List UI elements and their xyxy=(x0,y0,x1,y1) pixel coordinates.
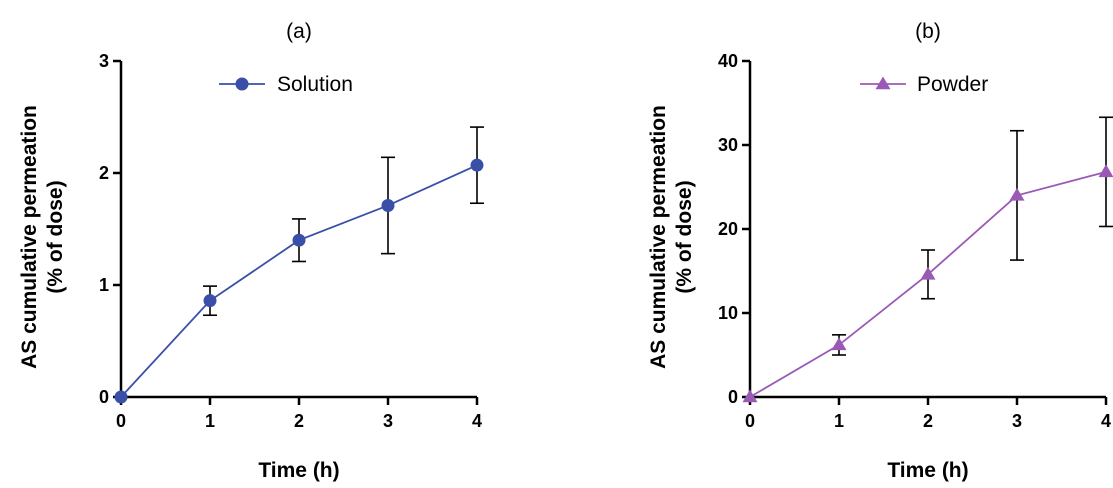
x-tick-label: 0 xyxy=(745,411,755,431)
x-tick-label: 2 xyxy=(923,411,933,431)
x-tick-label: 3 xyxy=(383,411,393,431)
series-line xyxy=(120,164,478,398)
x-axis-title: Time (h) xyxy=(258,459,339,482)
data-point xyxy=(1009,187,1025,201)
data-point xyxy=(381,198,395,212)
x-tick-label: 0 xyxy=(116,411,126,431)
y-axis-title: AS cumulative permeation xyxy=(647,105,670,369)
data-point xyxy=(1098,164,1113,178)
x-tick-label: 1 xyxy=(834,411,844,431)
y-tick-label: 30 xyxy=(718,135,738,155)
y-tick-label: 1 xyxy=(99,275,109,295)
y-tick-label: 0 xyxy=(728,387,738,407)
y-tick-label: 10 xyxy=(718,303,738,323)
y-tick-label: 40 xyxy=(718,51,738,71)
data-point xyxy=(920,266,936,280)
x-tick-label: 3 xyxy=(1012,411,1022,431)
y-axis-title-unit: (% of dose) xyxy=(673,180,696,293)
data-point xyxy=(742,389,758,403)
y-axis-title: AS cumulative permeation xyxy=(18,105,41,369)
legend-marker xyxy=(235,77,249,91)
data-point xyxy=(203,294,217,308)
panel-label: (a) xyxy=(286,20,312,43)
panel-label: (b) xyxy=(915,20,941,43)
x-axis-title: Time (h) xyxy=(887,459,968,482)
legend-label: Solution xyxy=(277,73,353,96)
data-point xyxy=(114,390,128,404)
x-tick-label: 2 xyxy=(294,411,304,431)
data-point xyxy=(292,233,306,247)
y-tick-label: 0 xyxy=(99,387,109,407)
data-point xyxy=(831,337,847,351)
x-tick-label: 4 xyxy=(1101,411,1111,431)
x-tick-label: 1 xyxy=(205,411,215,431)
data-point xyxy=(470,158,484,172)
y-tick-label: 3 xyxy=(99,51,109,71)
legend-marker xyxy=(875,76,891,90)
y-tick-label: 20 xyxy=(718,219,738,239)
x-tick-label: 4 xyxy=(472,411,482,431)
y-axis-title-unit: (% of dose) xyxy=(44,180,67,293)
y-tick-label: 2 xyxy=(99,163,109,183)
legend-label: Powder xyxy=(917,73,988,96)
